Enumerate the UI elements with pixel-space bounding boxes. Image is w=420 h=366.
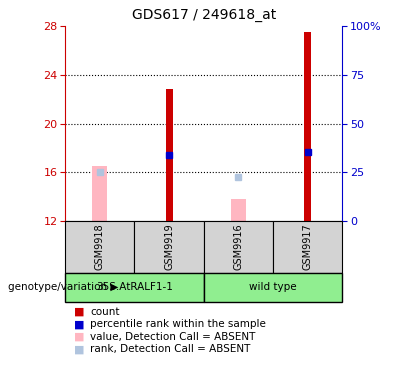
- Bar: [273, 221, 342, 273]
- Bar: [134, 221, 204, 273]
- Bar: [65, 221, 134, 273]
- Bar: [165, 89, 173, 221]
- Bar: [204, 221, 273, 273]
- Bar: [204, 273, 342, 302]
- Text: count: count: [90, 307, 120, 317]
- Bar: [65, 273, 204, 302]
- Text: GSM9917: GSM9917: [303, 224, 312, 270]
- Text: percentile rank within the sample: percentile rank within the sample: [90, 319, 266, 329]
- Text: GSM9916: GSM9916: [234, 224, 243, 270]
- Bar: [304, 32, 311, 221]
- Text: 35S.AtRALF1-1: 35S.AtRALF1-1: [96, 282, 173, 292]
- Text: GSM9918: GSM9918: [95, 224, 105, 270]
- Text: wild type: wild type: [249, 282, 297, 292]
- Text: ■: ■: [74, 307, 84, 317]
- Text: value, Detection Call = ABSENT: value, Detection Call = ABSENT: [90, 332, 256, 342]
- Text: ■: ■: [74, 332, 84, 342]
- Bar: [92, 167, 108, 221]
- Text: ■: ■: [74, 344, 84, 354]
- Text: GSM9919: GSM9919: [164, 224, 174, 270]
- Text: genotype/variation ▶: genotype/variation ▶: [8, 282, 119, 292]
- Bar: [231, 199, 246, 221]
- Text: ■: ■: [74, 319, 84, 329]
- Text: rank, Detection Call = ABSENT: rank, Detection Call = ABSENT: [90, 344, 251, 354]
- Title: GDS617 / 249618_at: GDS617 / 249618_at: [131, 8, 276, 22]
